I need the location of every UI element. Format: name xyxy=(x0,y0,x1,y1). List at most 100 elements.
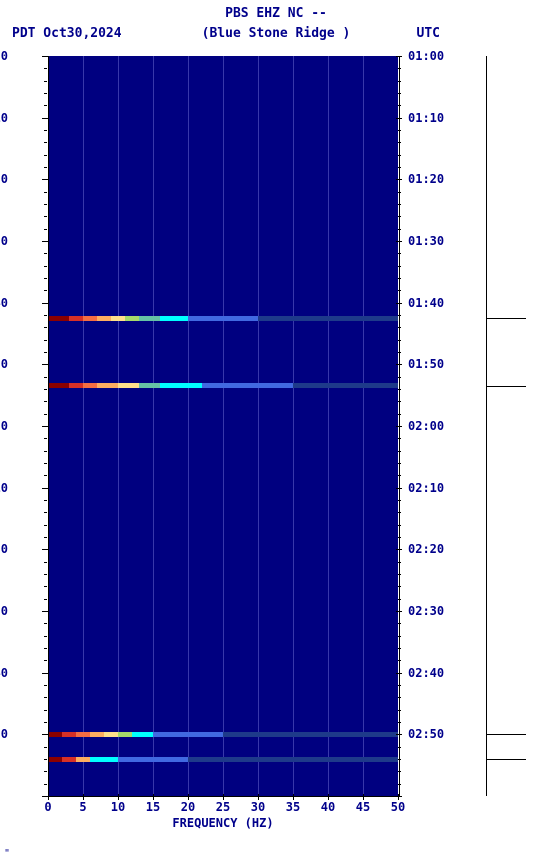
event-segment xyxy=(48,383,69,388)
x-label: 0 xyxy=(44,800,51,814)
x-label: 5 xyxy=(79,800,86,814)
tick-minor xyxy=(44,68,47,69)
tick-minor xyxy=(398,784,401,785)
y-left-label: 18:10 xyxy=(0,111,8,125)
y-right-label: 01:50 xyxy=(408,357,444,371)
tick-minor xyxy=(44,784,47,785)
event-segment xyxy=(139,316,160,321)
tick-minor xyxy=(398,216,401,217)
tick-major xyxy=(396,673,402,674)
tick-minor xyxy=(44,327,47,328)
tick-minor xyxy=(44,315,47,316)
tick-major xyxy=(42,673,48,674)
title-line1: PBS EHZ NC -- xyxy=(0,6,552,21)
gridline-vertical xyxy=(223,56,224,796)
y-left-label: 18:30 xyxy=(0,234,8,248)
tick-minor xyxy=(398,105,401,106)
event-segment xyxy=(62,732,76,737)
gridline-vertical xyxy=(258,56,259,796)
tick-minor xyxy=(44,278,47,279)
y-left-label: 18:40 xyxy=(0,296,8,310)
event-segment xyxy=(118,383,139,388)
tick-minor xyxy=(44,167,47,168)
tick-minor xyxy=(398,389,401,390)
y-right-label: 02:10 xyxy=(408,481,444,495)
x-label: 25 xyxy=(216,800,230,814)
tick-major xyxy=(396,488,402,489)
tick-minor xyxy=(44,562,47,563)
tick-minor xyxy=(398,697,401,698)
y-right-label: 01:00 xyxy=(408,49,444,63)
event-segment xyxy=(97,316,111,321)
tick-major xyxy=(42,611,48,612)
event-segment xyxy=(69,316,83,321)
tick-minor xyxy=(398,253,401,254)
event-segment xyxy=(153,732,223,737)
y-right-label: 02:40 xyxy=(408,666,444,680)
event-segment xyxy=(258,316,398,321)
gridline-vertical xyxy=(188,56,189,796)
y-left-label: 18:50 xyxy=(0,357,8,371)
tick-minor xyxy=(398,771,401,772)
event-segment xyxy=(160,383,202,388)
tick-major xyxy=(396,364,402,365)
header-center-station: (Blue Stone Ridge ) xyxy=(0,26,552,41)
tick-minor xyxy=(398,586,401,587)
event-segment xyxy=(90,732,104,737)
tick-minor xyxy=(398,438,401,439)
tick-minor xyxy=(398,290,401,291)
event-segment xyxy=(125,316,139,321)
tick-minor xyxy=(398,660,401,661)
tick-minor xyxy=(44,414,47,415)
tick-minor xyxy=(398,525,401,526)
spectral-event xyxy=(48,316,398,321)
tick-minor xyxy=(44,759,47,760)
event-segment xyxy=(76,757,90,762)
side-event-marks xyxy=(486,56,526,796)
event-segment xyxy=(90,757,118,762)
event-segment xyxy=(118,732,132,737)
tick-minor xyxy=(398,93,401,94)
tick-minor xyxy=(398,759,401,760)
gridline-vertical xyxy=(293,56,294,796)
event-segment xyxy=(83,383,97,388)
tick-major xyxy=(42,303,48,304)
tick-minor xyxy=(44,574,47,575)
tick-minor xyxy=(44,685,47,686)
footnote: " xyxy=(4,848,10,859)
tick-major xyxy=(396,426,402,427)
tick-minor xyxy=(44,216,47,217)
tick-minor xyxy=(398,414,401,415)
tick-minor xyxy=(398,648,401,649)
side-vertical-line xyxy=(486,56,487,796)
tick-minor xyxy=(44,512,47,513)
y-left-label: 19:30 xyxy=(0,604,8,618)
event-segment xyxy=(62,757,76,762)
tick-minor xyxy=(44,537,47,538)
event-segment xyxy=(111,316,125,321)
tick-major xyxy=(42,118,48,119)
spectral-event xyxy=(48,757,398,762)
tick-minor xyxy=(398,722,401,723)
x-axis-title: FREQUENCY (HZ) xyxy=(48,816,398,830)
y-left-label: 19:20 xyxy=(0,542,8,556)
tick-minor xyxy=(398,500,401,501)
tick-minor xyxy=(44,525,47,526)
tick-minor xyxy=(398,599,401,600)
tick-major xyxy=(42,364,48,365)
tick-major xyxy=(396,179,402,180)
x-label: 40 xyxy=(321,800,335,814)
tick-major xyxy=(396,56,402,57)
tick-minor xyxy=(44,660,47,661)
tick-minor xyxy=(398,401,401,402)
tick-minor xyxy=(398,229,401,230)
tick-minor xyxy=(44,130,47,131)
event-segment xyxy=(97,383,118,388)
tick-major xyxy=(396,118,402,119)
gridline-vertical xyxy=(83,56,84,796)
gridline-vertical xyxy=(153,56,154,796)
event-segment xyxy=(104,732,118,737)
x-label: 10 xyxy=(111,800,125,814)
tick-minor xyxy=(398,512,401,513)
tick-major xyxy=(42,549,48,550)
